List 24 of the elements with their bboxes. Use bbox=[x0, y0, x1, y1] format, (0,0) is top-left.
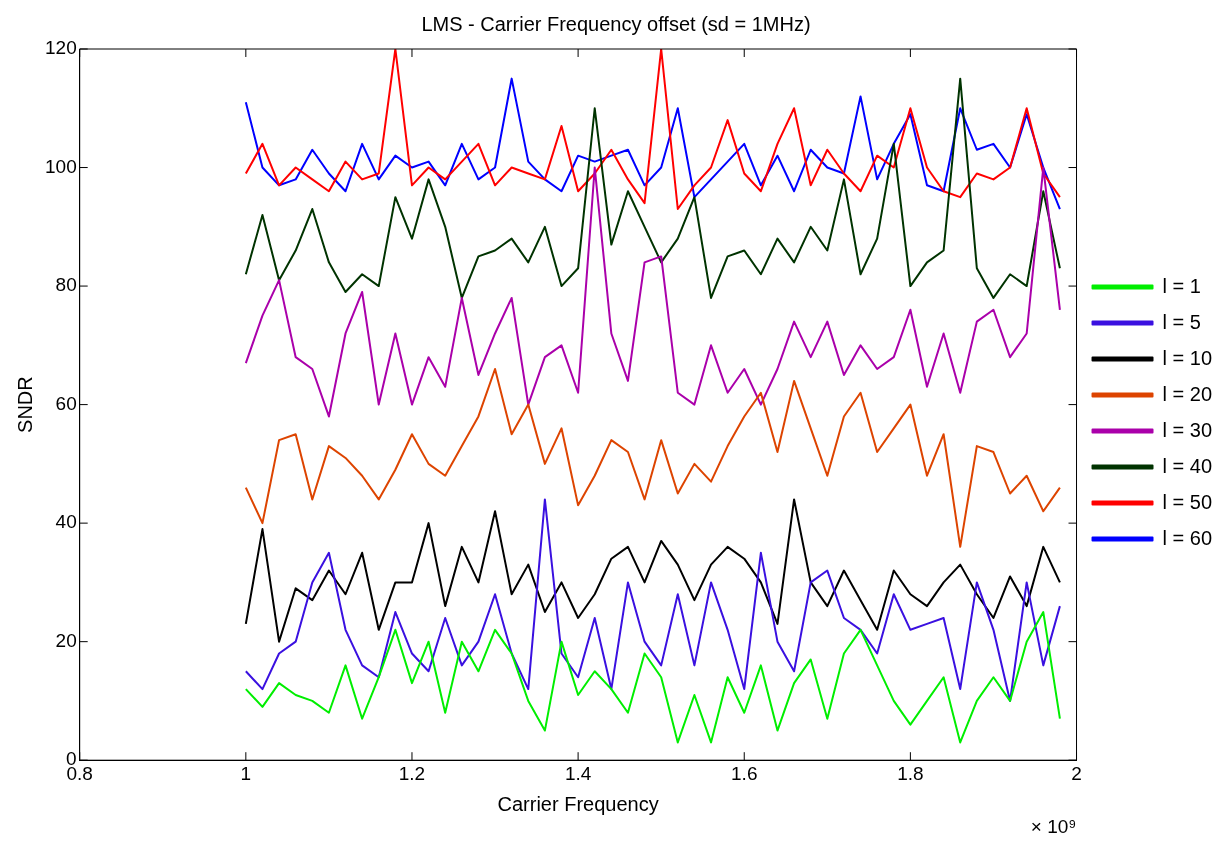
legend-label: l = 20 bbox=[1162, 382, 1212, 405]
legend-label: l = 10 bbox=[1162, 346, 1212, 369]
x-tick-label: 1.2 bbox=[398, 762, 426, 784]
legend-label: l = 30 bbox=[1162, 418, 1212, 441]
legend-label: l = 40 bbox=[1162, 454, 1212, 477]
y-axis-title: SNDR bbox=[13, 376, 36, 433]
y-tick-label: 100 bbox=[45, 155, 77, 177]
y-tick-label: 20 bbox=[55, 629, 77, 651]
legend-label: l = 1 bbox=[1162, 274, 1201, 297]
y-tick-label: 80 bbox=[55, 274, 77, 296]
chart-title: LMS - Carrier Frequency offset (sd = 1MHz) bbox=[421, 12, 811, 35]
legend-label: l = 50 bbox=[1162, 490, 1212, 513]
x-tick-label: 2 bbox=[1071, 762, 1082, 784]
y-tick-label: 120 bbox=[45, 37, 77, 59]
x-tick-label: 1.8 bbox=[897, 762, 924, 784]
x-tick-label: 1.4 bbox=[564, 762, 592, 784]
x-tick-label: 1.6 bbox=[731, 762, 758, 784]
legend-label: l = 60 bbox=[1162, 526, 1212, 549]
x-axis-title: Carrier Frequency bbox=[497, 792, 659, 815]
text: × 10⁹ bbox=[1030, 815, 1077, 837]
y-tick-label: 60 bbox=[55, 392, 77, 414]
legend-label: l = 5 bbox=[1162, 310, 1201, 333]
x-tick-label: 1 bbox=[240, 762, 252, 784]
y-tick-label: 40 bbox=[55, 511, 77, 533]
